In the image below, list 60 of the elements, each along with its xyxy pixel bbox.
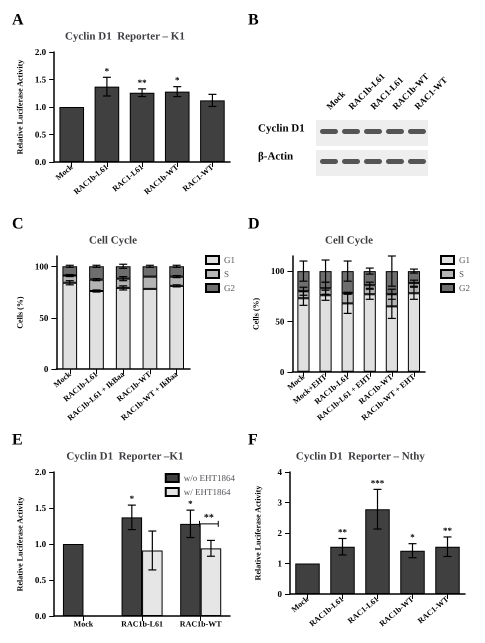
text: C xyxy=(12,216,24,232)
text: A xyxy=(12,12,24,28)
y-tick-label: 0 xyxy=(278,589,282,599)
chart-title: Cyclin D1 Reporter – Nthy xyxy=(296,450,426,462)
y-tick-label: 2.0 xyxy=(34,467,47,477)
text: D xyxy=(248,216,260,232)
x-tick-label: RAC1b-WT xyxy=(180,620,222,628)
y-tick-label: 4 xyxy=(278,467,282,477)
chart-title: Cyclin D1 Reporter – K1 xyxy=(64,30,185,42)
chart-title: Cell Cycle xyxy=(325,234,374,246)
x-tick-label: RAC1b-L61 xyxy=(121,620,163,628)
legend-label: G2 xyxy=(459,283,470,293)
y-tick-label: 1 xyxy=(278,558,282,568)
y-axis-title: Relative Luciferase Activity xyxy=(16,60,24,154)
legend-label: G1 xyxy=(459,255,470,265)
category-label: β-Actin xyxy=(258,150,294,162)
y-tick-label: 2 xyxy=(278,528,282,538)
y-tick-label: 0.0 xyxy=(34,611,47,621)
data-label: ** xyxy=(443,525,452,536)
chart-title: Cell Cycle xyxy=(89,234,138,246)
y-axis-title: Cells (%) xyxy=(252,297,260,330)
y-tick-label: 0.5 xyxy=(34,575,47,585)
y-tick-label: 1.5 xyxy=(34,503,47,513)
y-tick-label: 3 xyxy=(278,498,282,508)
data-label: *** xyxy=(370,478,385,488)
data-label: * xyxy=(410,532,416,542)
annotation: ** xyxy=(204,512,214,524)
y-tick-label: 100 xyxy=(270,266,285,276)
data-label: * xyxy=(104,66,110,76)
y-tick-label: 0 xyxy=(44,364,49,374)
legend-label: G1 xyxy=(224,255,235,265)
y-axis-title: Relative Luciferase Activity xyxy=(254,486,262,580)
text: B xyxy=(248,12,259,28)
y-tick-label: 1.0 xyxy=(34,102,47,112)
y-tick-label: 100 xyxy=(34,261,49,272)
y-tick-label: 0 xyxy=(280,366,285,377)
y-axis-title: Relative Luciferase Activity xyxy=(16,496,24,592)
text: F xyxy=(248,432,258,448)
data-label: ** xyxy=(138,77,148,88)
data-label: * xyxy=(174,75,180,86)
legend-label: S xyxy=(459,269,464,279)
legend-label: w/o EHT1864 xyxy=(184,473,236,483)
y-tick-label: 50 xyxy=(275,316,285,326)
data-label: ** xyxy=(338,526,348,537)
category-label: Cyclin D1 xyxy=(258,122,305,134)
y-tick-label: 0.0 xyxy=(34,157,47,167)
legend-label: w/ EHT1864 xyxy=(184,487,231,497)
y-tick-label: 1.0 xyxy=(34,539,47,549)
data-label: * xyxy=(188,498,194,509)
y-axis-title: Cells (%) xyxy=(16,296,24,329)
y-tick-label: 1.5 xyxy=(34,74,47,84)
legend-label: S xyxy=(224,269,230,279)
y-tick-label: 0.5 xyxy=(34,130,47,140)
legend-label: G2 xyxy=(224,283,235,293)
data-label: * xyxy=(130,494,135,504)
text: E xyxy=(12,432,23,448)
chart-title: Cyclin D1 Reporter –K1 xyxy=(66,450,184,462)
y-tick-label: 50 xyxy=(39,312,49,323)
y-tick-label: 2.0 xyxy=(34,47,47,57)
x-tick-label: Mock xyxy=(74,620,94,628)
